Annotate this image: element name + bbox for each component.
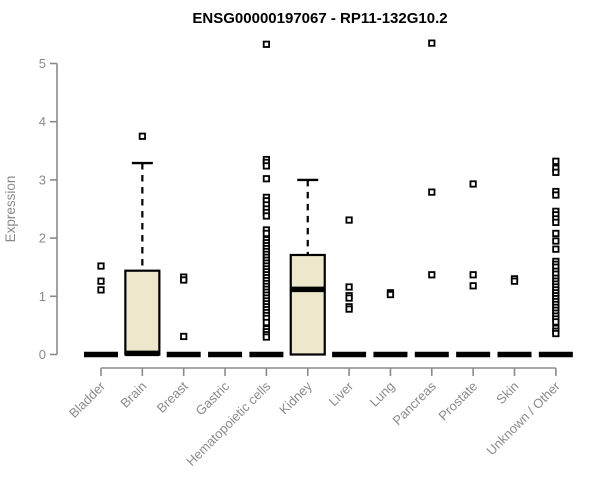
outlier-point xyxy=(552,157,560,165)
outlier-point xyxy=(552,229,560,238)
x-tick-label-liver: Liver xyxy=(326,378,357,409)
outlier-point xyxy=(552,218,560,226)
y-tick-label: 1 xyxy=(39,289,46,304)
x-tick-label-breast: Breast xyxy=(154,378,191,415)
y-axis: 0 1 2 3 4 5 xyxy=(39,56,58,362)
outlier-point xyxy=(386,290,395,299)
outlier-point xyxy=(345,305,353,313)
outlier-point xyxy=(138,132,146,140)
boxplot-prostate xyxy=(456,180,491,358)
outlier-point xyxy=(97,286,105,294)
outlier-point xyxy=(552,237,560,245)
outlier-point xyxy=(428,39,436,47)
box-rect xyxy=(289,253,326,356)
x-tick-label-bladder: Bladder xyxy=(66,378,109,421)
x-tick-label-unknown-other: Unknown / Other xyxy=(483,378,563,458)
outlier-point xyxy=(97,262,105,270)
y-tick-label: 5 xyxy=(39,56,46,71)
outlier-point xyxy=(345,216,353,224)
outlier-point xyxy=(469,282,477,290)
outlier-point xyxy=(469,271,477,279)
x-tick-label-prostate: Prostate xyxy=(435,379,480,424)
boxplot-brain xyxy=(124,132,161,357)
y-tick-label: 2 xyxy=(39,231,46,246)
boxplot-breast xyxy=(166,273,201,358)
boxplot-unknown-other xyxy=(538,157,573,358)
outlier-point xyxy=(262,212,271,220)
outlier-point xyxy=(180,332,188,341)
outlier-point xyxy=(262,175,271,183)
outlier-point xyxy=(180,276,188,284)
outlier-point xyxy=(262,162,271,170)
outlier-point xyxy=(262,40,271,48)
outlier-point xyxy=(262,333,271,341)
plot-area xyxy=(84,39,573,358)
outlier-point xyxy=(552,245,560,253)
outlier-point xyxy=(510,277,519,285)
boxplot-hematopoietic-cells xyxy=(249,40,284,358)
y-tick-label: 4 xyxy=(39,114,46,129)
boxplot-liver xyxy=(332,216,367,358)
chart-title: ENSG00000197067 - RP11-132G10.2 xyxy=(192,10,447,27)
box-rect xyxy=(124,269,161,356)
outlier-point xyxy=(428,188,436,196)
boxplot-skin xyxy=(497,275,532,358)
outlier-point xyxy=(345,283,353,291)
outlier-point xyxy=(552,318,560,326)
y-axis-label: Expression xyxy=(3,176,18,243)
outlier-point xyxy=(428,271,436,279)
x-tick-label-kidney: Kidney xyxy=(276,378,315,417)
x-tick-label-gastric: Gastric xyxy=(192,378,232,418)
outlier-point xyxy=(345,294,353,302)
boxplot-bladder xyxy=(84,262,118,358)
x-tick-label-brain: Brain xyxy=(117,379,149,411)
boxplot-pancreas xyxy=(414,39,449,358)
x-tick-label-pancreas: Pancreas xyxy=(389,378,439,428)
outlier-point xyxy=(552,191,560,199)
boxplot-kidney xyxy=(289,178,326,356)
outlier-point xyxy=(262,229,271,238)
outlier-point xyxy=(469,180,477,188)
boxplot-lung xyxy=(373,289,408,358)
outlier-point xyxy=(262,318,271,327)
x-tick-label-lung: Lung xyxy=(367,379,398,410)
outlier-point xyxy=(552,168,560,176)
outlier-point xyxy=(552,329,560,338)
y-tick-label: 0 xyxy=(39,347,46,362)
outlier-point xyxy=(97,277,105,285)
x-tick-label-skin: Skin xyxy=(493,379,521,407)
y-tick-label: 3 xyxy=(39,172,46,187)
